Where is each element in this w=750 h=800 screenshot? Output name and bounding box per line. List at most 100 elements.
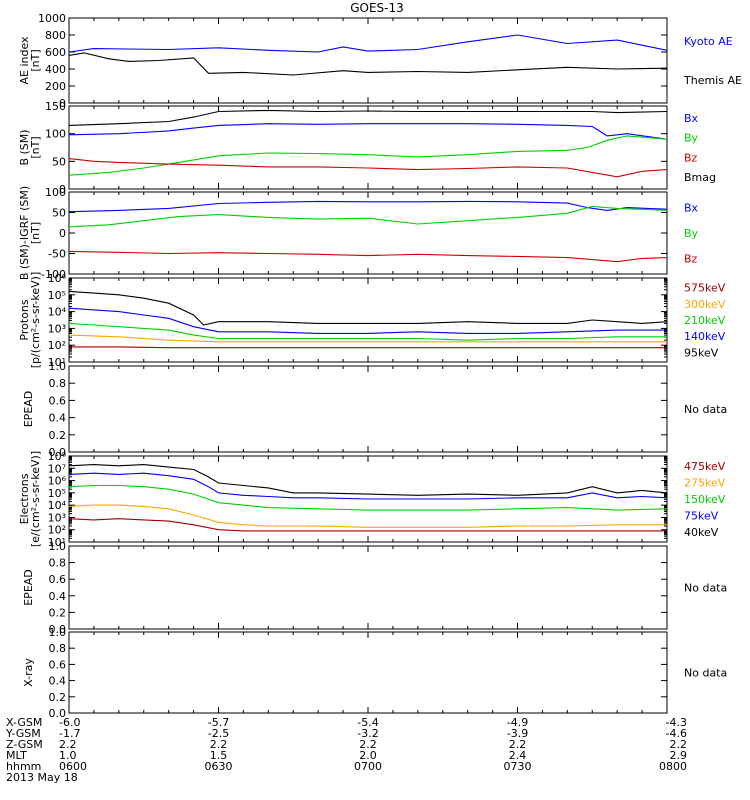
ephemeris-value: -5.7 bbox=[208, 716, 229, 729]
panel-epead1: 0.0 0.2 0.4 0.6 0.8 1.0 EPEAD No data bbox=[22, 360, 727, 459]
legend-entry: 95keV bbox=[684, 346, 719, 359]
legend-entry: Kyoto AE bbox=[684, 35, 733, 48]
ephemeris-value: 0700 bbox=[354, 760, 382, 773]
ephemeris-value: 2.2 bbox=[670, 738, 688, 751]
panel-protons: 10¹ 10² 10³ 10⁴ 10⁵ 10⁶ Protons[p/(cm²-s-sr-ke… bbox=[18, 272, 726, 369]
ephemeris-value: 0600 bbox=[59, 760, 87, 773]
ephemeris-value: -5.4 bbox=[357, 716, 378, 729]
y-tick-label: 10¹ bbox=[48, 356, 66, 369]
y-tick-label: 10¹ bbox=[48, 536, 66, 549]
legend-entry: Bz bbox=[684, 151, 698, 164]
legend-entry: 75keV bbox=[684, 510, 719, 523]
y-axis-label-line: B (SM) bbox=[18, 129, 31, 165]
y-tick-label: 0.4 bbox=[49, 412, 67, 425]
series-150kev bbox=[68, 484, 668, 511]
plot-frame bbox=[68, 631, 668, 714]
series-bz bbox=[68, 158, 668, 178]
y-axis-label-line: X-ray bbox=[22, 658, 35, 687]
y-axis-label-line: [nT] bbox=[29, 136, 42, 158]
ephemeris-value: 2.2 bbox=[210, 738, 228, 751]
series-bz bbox=[68, 250, 668, 263]
ephemeris-row-label: Y-GSM bbox=[5, 727, 41, 740]
ephemeris-value: 2.2 bbox=[59, 738, 77, 751]
y-axis-label: B (SM)[nT] bbox=[18, 129, 42, 165]
ephemeris-value: -4.3 bbox=[666, 716, 687, 729]
y-axis-label-line: B (SM)-IGRF (SM) bbox=[18, 186, 31, 280]
y-axis-label: EPEAD bbox=[22, 391, 35, 428]
y-tick-label: 0.6 bbox=[49, 658, 67, 671]
y-tick-label: -100 bbox=[41, 268, 66, 281]
y-tick-label: 0.6 bbox=[49, 394, 67, 407]
series-75kev bbox=[68, 472, 668, 500]
legend-entry: 475keV bbox=[684, 460, 726, 473]
y-tick-label: -50 bbox=[48, 248, 66, 261]
panel-bsm: 0 50 100 150 B (SM)[nT] Bx By Bz Bmag bbox=[18, 100, 716, 196]
y-axis-label: Protons[p/(cm²-s-sr-keV)] bbox=[18, 272, 42, 369]
ephemeris-value: -4.6 bbox=[666, 727, 687, 740]
y-axis-label-line: Protons bbox=[18, 299, 31, 340]
y-tick-label: 0.0 bbox=[49, 446, 67, 459]
ephemeris-row-label: MLT bbox=[6, 749, 27, 762]
y-tick-label: 0.2 bbox=[49, 691, 67, 704]
figure-title: GOES-13 bbox=[350, 1, 404, 15]
y-tick-label: 1.0 bbox=[49, 360, 67, 373]
ephemeris-value: 2.2 bbox=[509, 738, 527, 751]
y-tick-label: 10² bbox=[48, 524, 66, 537]
legend-entry: 140keV bbox=[684, 330, 726, 343]
y-tick-label: 150 bbox=[45, 100, 66, 113]
y-tick-label: 1.0 bbox=[49, 626, 67, 639]
ephemeris-value: -1.7 bbox=[59, 727, 80, 740]
y-tick-label: 0.4 bbox=[49, 675, 67, 688]
y-tick-label: 1000 bbox=[38, 12, 66, 25]
series-by bbox=[68, 135, 668, 176]
legend-entry: 210keV bbox=[684, 314, 726, 327]
no-data-label: No data bbox=[684, 403, 727, 416]
ephemeris-value: -2.5 bbox=[208, 727, 229, 740]
ephemeris-value: -4.9 bbox=[507, 716, 528, 729]
y-axis-label-line: [p/(cm²-s-sr-keV)] bbox=[29, 272, 42, 369]
legend-entry: 275keV bbox=[684, 476, 726, 489]
y-tick-label: 0 bbox=[59, 227, 66, 240]
y-axis-label-line: [nT] bbox=[29, 49, 42, 71]
y-axis-label-line: EPEAD bbox=[22, 569, 35, 606]
series-bx bbox=[68, 123, 668, 140]
plot-frame bbox=[68, 277, 668, 363]
date-label: 2013 May 18 bbox=[6, 771, 78, 784]
plot-frame bbox=[68, 545, 668, 630]
y-tick-label: 100 bbox=[45, 186, 66, 199]
y-tick-label: 50 bbox=[52, 155, 66, 168]
ephemeris-value: 0800 bbox=[659, 760, 687, 773]
ephemeris-row-label: hhmm bbox=[6, 760, 41, 773]
y-tick-label: 10⁶ bbox=[48, 475, 67, 488]
ephemeris-value: 1.5 bbox=[210, 749, 228, 762]
y-tick-label: 0.2 bbox=[49, 429, 67, 442]
ephemeris-value: 2.2 bbox=[359, 738, 377, 751]
y-tick-label: 50 bbox=[52, 207, 66, 220]
y-tick-label: 0 bbox=[59, 183, 66, 196]
y-axis-label-line: [e/(cm²-s-sr-keV)] bbox=[29, 451, 42, 547]
ephemeris-value: 2.9 bbox=[670, 749, 688, 762]
series-themis-ae bbox=[68, 52, 668, 76]
series-575kev bbox=[69, 346, 667, 349]
series-kyoto-ae bbox=[68, 34, 668, 53]
legend-entry: 575keV bbox=[684, 282, 726, 295]
y-tick-label: 0.0 bbox=[49, 623, 67, 636]
y-tick-label: 0.8 bbox=[49, 642, 67, 655]
y-axis-label: Electrons[e/(cm²-s-sr-keV)] bbox=[18, 451, 42, 547]
y-tick-label: 10³ bbox=[48, 511, 66, 524]
y-tick-label: 0.4 bbox=[49, 590, 67, 603]
y-tick-label: 0.0 bbox=[49, 707, 67, 720]
series-bmag bbox=[68, 109, 668, 126]
y-axis-label: X-ray bbox=[22, 658, 35, 687]
ephemeris-value: 1.0 bbox=[59, 749, 77, 762]
ephemeris-value: -3.9 bbox=[507, 727, 528, 740]
y-tick-label: 400 bbox=[45, 63, 66, 76]
panel-epead2: 0.0 0.2 0.4 0.6 0.8 1.0 EPEAD No data bbox=[22, 540, 727, 636]
y-axis-label-line: [nT] bbox=[29, 222, 42, 244]
y-tick-label: 10⁷ bbox=[48, 462, 66, 475]
legend-entry: By bbox=[684, 132, 699, 145]
ephemeris-value: 2.4 bbox=[509, 749, 527, 762]
